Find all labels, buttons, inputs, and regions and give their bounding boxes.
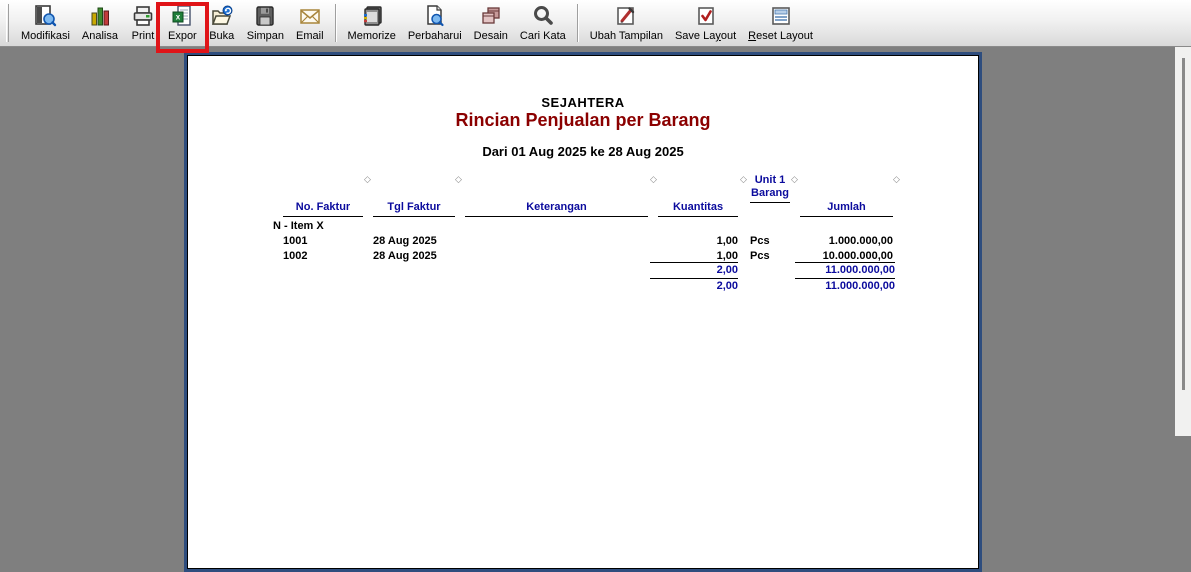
report-company-name: SEJAHTERA (541, 95, 625, 110)
form-magnifier-icon (32, 3, 58, 29)
column-marker-icon[interactable]: ◇ (364, 174, 371, 184)
column-marker-icon[interactable]: ◇ (650, 174, 657, 184)
modifikasi-button[interactable]: Modifikasi (15, 2, 76, 44)
email-label: Email (296, 30, 324, 42)
column-marker-icon[interactable]: ◇ (791, 174, 798, 184)
layout-list-icon (768, 3, 794, 29)
report-content: SEJAHTERA Rincian Penjualan per Barang D… (188, 56, 978, 568)
memorize-label: Memorize (347, 30, 396, 42)
excel-export-icon: x (169, 3, 195, 29)
edit-view-icon (613, 3, 639, 29)
print-label: Print (131, 30, 155, 42)
memorize-book-icon (359, 3, 385, 29)
check-document-icon (693, 3, 719, 29)
buka-label: Buka (209, 30, 235, 42)
toolbar-grip (6, 4, 9, 42)
memorize-button[interactable]: Memorize (342, 2, 402, 44)
print-button[interactable]: Print (124, 2, 162, 44)
group-header: N - Item X (273, 220, 324, 232)
simpan-button[interactable]: Simpan (241, 2, 290, 44)
column-header-tgl-faktur: Tgl Faktur (373, 201, 455, 217)
analisa-button[interactable]: Analisa (76, 2, 124, 44)
column-header-jumlah: Jumlah (800, 201, 893, 217)
perbaharui-label: Perbaharui (407, 30, 462, 42)
subtotal-jumlah: 11.000.000,00 (795, 262, 895, 279)
perbaharui-button[interactable]: Perbaharui (402, 2, 468, 44)
buka-button[interactable]: Buka (203, 2, 241, 44)
reset-layout-label: Reset Layout (748, 30, 813, 42)
toolbar-separator (334, 4, 337, 42)
report-panel: SEJAHTERA Rincian Penjualan per Barang D… (184, 52, 982, 572)
save-layout-button[interactable]: Save Layout (669, 2, 742, 44)
report-page: SEJAHTERA Rincian Penjualan per Barang D… (187, 55, 979, 569)
refresh-document-icon (422, 3, 448, 29)
printer-icon (130, 3, 156, 29)
expor-label: Expor (167, 30, 197, 42)
ubah-tampilan-button[interactable]: Ubah Tampilan (584, 2, 669, 44)
toolbar-separator (576, 4, 579, 42)
cari-kata-button[interactable]: Cari Kata (514, 2, 572, 44)
cell-unit: Pcs (750, 235, 770, 247)
save-disk-icon (252, 3, 278, 29)
bar-chart-icon (87, 3, 113, 29)
column-header-no-faktur: No. Faktur (283, 201, 363, 217)
column-header-keterangan: Keterangan (465, 201, 648, 217)
cell-kuantitas: 1,00 (716, 250, 738, 262)
save-layout-label: Save Layout (674, 30, 737, 42)
subtotal-kuantitas: 2,00 (650, 262, 738, 279)
cell-jumlah: 1.000.000,00 (828, 235, 893, 247)
column-header-kuantitas: Kuantitas (658, 201, 738, 217)
modifikasi-label: Modifikasi (21, 30, 70, 42)
simpan-label: Simpan (246, 30, 285, 42)
search-icon (530, 3, 556, 29)
open-folder-icon (209, 3, 235, 29)
design-windows-icon (478, 3, 504, 29)
desain-button[interactable]: Desain (468, 2, 514, 44)
expor-button[interactable]: x Expor (155, 2, 209, 53)
column-marker-icon[interactable]: ◇ (740, 174, 747, 184)
ubah-tampilan-label: Ubah Tampilan (589, 30, 663, 42)
vertical-scrollbar[interactable] (1175, 47, 1191, 436)
cell-no-faktur: 1001 (283, 235, 308, 247)
cell-tgl-faktur: 28 Aug 2025 (373, 235, 437, 247)
reset-layout-button[interactable]: Reset Layout (742, 2, 819, 44)
report-period: Dari 01 Aug 2025 ke 28 Aug 2025 (482, 144, 684, 159)
cell-unit: Pcs (750, 250, 770, 262)
email-button[interactable]: Email (290, 2, 330, 44)
column-header-unit-barang: Unit 1 Barang (750, 174, 790, 203)
column-marker-icon[interactable]: ◇ (455, 174, 462, 184)
analisa-label: Analisa (81, 30, 118, 42)
grand-total-jumlah: 11.000.000,00 (825, 280, 895, 292)
svg-text:x: x (176, 13, 181, 22)
vertical-scrollbar-thumb[interactable] (1182, 58, 1185, 390)
cell-jumlah: 10.000.000,00 (822, 250, 893, 262)
cari-kata-label: Cari Kata (519, 30, 566, 42)
cell-kuantitas: 1,00 (716, 235, 738, 247)
cell-no-faktur: 1002 (283, 250, 308, 262)
toolbar: Modifikasi Analisa Print (0, 0, 1191, 53)
column-marker-icon[interactable]: ◇ (893, 174, 900, 184)
envelope-icon (297, 3, 323, 29)
desain-label: Desain (473, 30, 508, 42)
report-title: Rincian Penjualan per Barang (455, 110, 711, 130)
grand-total-kuantitas: 2,00 (716, 280, 738, 292)
cell-tgl-faktur: 28 Aug 2025 (373, 250, 437, 262)
